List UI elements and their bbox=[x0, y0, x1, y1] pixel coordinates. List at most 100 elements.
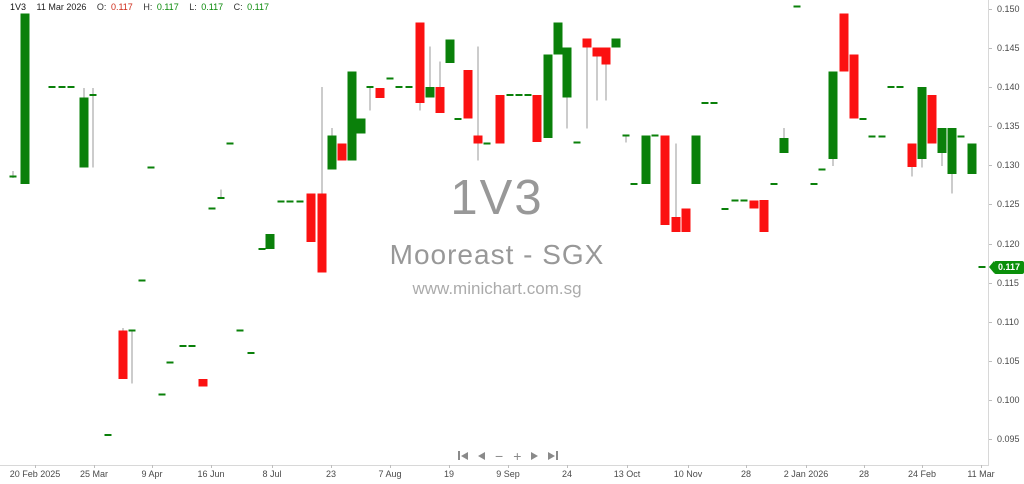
candle bbox=[927, 95, 937, 144]
y-axis-label: 0.120 bbox=[997, 238, 1020, 249]
x-axis-line bbox=[0, 465, 989, 466]
candle bbox=[917, 87, 927, 168]
y-axis-label: 0.135 bbox=[997, 121, 1020, 132]
symbol-label: 1V3 bbox=[10, 2, 27, 12]
candle bbox=[375, 88, 385, 99]
candle bbox=[147, 166, 155, 169]
candle bbox=[592, 47, 602, 101]
candle bbox=[532, 95, 542, 142]
plus-icon: + bbox=[513, 447, 522, 464]
candle bbox=[793, 5, 801, 8]
next-icon bbox=[531, 451, 539, 460]
candle bbox=[317, 87, 327, 273]
y-axis-label: 0.150 bbox=[997, 4, 1020, 14]
candle bbox=[495, 95, 505, 144]
candle bbox=[296, 200, 304, 203]
x-axis-label: 10 Nov bbox=[673, 469, 703, 479]
candle bbox=[859, 118, 867, 121]
x-axis-tick bbox=[35, 465, 36, 468]
candle bbox=[937, 127, 947, 167]
y-axis-label: 0.100 bbox=[997, 394, 1020, 405]
candle bbox=[79, 88, 89, 168]
x-axis-label: 13 Oct bbox=[613, 469, 641, 479]
x-axis-tick bbox=[688, 465, 689, 468]
next-button[interactable] bbox=[529, 448, 540, 463]
y-axis-tick bbox=[989, 243, 992, 245]
x-axis-tick bbox=[94, 465, 95, 468]
candle bbox=[651, 134, 659, 137]
open-label: O: bbox=[96, 2, 107, 12]
zoom-in-button[interactable]: + bbox=[511, 448, 523, 463]
candle bbox=[779, 127, 789, 153]
candle bbox=[562, 47, 572, 129]
skip-end-button[interactable] bbox=[546, 448, 560, 463]
candle bbox=[770, 183, 778, 186]
candle bbox=[839, 13, 849, 72]
candle bbox=[622, 134, 630, 143]
candle bbox=[828, 71, 838, 167]
skip-end-icon bbox=[556, 451, 559, 460]
prev-button[interactable] bbox=[476, 448, 487, 463]
candle bbox=[506, 94, 514, 96]
candle bbox=[611, 38, 621, 48]
high-value: 0.117 bbox=[156, 2, 179, 12]
candle bbox=[582, 38, 592, 129]
x-axis-label: 19 bbox=[443, 469, 454, 479]
candle bbox=[731, 199, 739, 202]
candle bbox=[641, 135, 651, 185]
candle bbox=[58, 86, 66, 89]
candle bbox=[48, 86, 56, 89]
candle bbox=[445, 39, 455, 63]
x-axis-tick bbox=[272, 465, 273, 468]
y-axis-tick bbox=[989, 439, 992, 440]
y-axis-label: 0.095 bbox=[997, 434, 1020, 444]
candle bbox=[179, 345, 187, 347]
candle bbox=[188, 345, 196, 347]
quote-date: 11 Mar 2026 bbox=[36, 2, 87, 12]
candle bbox=[265, 234, 275, 250]
y-axis-tick bbox=[989, 360, 992, 362]
y-axis-label: 0.145 bbox=[997, 43, 1020, 54]
candle bbox=[967, 143, 977, 174]
candle bbox=[366, 86, 374, 111]
y-axis-tick bbox=[989, 321, 992, 323]
candle bbox=[405, 86, 413, 89]
candle bbox=[217, 189, 225, 200]
candle bbox=[671, 143, 681, 232]
close-value: 0.117 bbox=[247, 2, 269, 12]
skip-start-button[interactable] bbox=[456, 448, 470, 463]
x-axis-tick bbox=[331, 465, 332, 468]
x-axis-label: 28 bbox=[740, 469, 751, 479]
candle bbox=[818, 168, 826, 171]
y-axis-line bbox=[988, 0, 989, 466]
candle bbox=[630, 183, 638, 186]
candle bbox=[701, 101, 709, 104]
candle bbox=[543, 54, 553, 138]
zoom-out-button[interactable]: − bbox=[493, 448, 505, 463]
candle bbox=[740, 199, 748, 202]
candle bbox=[9, 170, 17, 178]
candle bbox=[415, 22, 425, 111]
x-axis-tick bbox=[211, 465, 212, 468]
x-axis-label: 9 Apr bbox=[141, 469, 163, 479]
candle bbox=[601, 47, 611, 101]
candle bbox=[710, 101, 718, 104]
minus-icon: − bbox=[495, 447, 504, 464]
candle bbox=[435, 61, 445, 113]
y-axis-label: 0.125 bbox=[997, 199, 1020, 210]
candle bbox=[515, 94, 523, 96]
candle bbox=[553, 22, 563, 55]
x-axis-tick bbox=[567, 465, 568, 468]
low-label: L: bbox=[189, 2, 197, 12]
x-axis-label: 20 Feb 2025 bbox=[9, 469, 61, 479]
candle bbox=[258, 248, 266, 250]
candle bbox=[947, 127, 957, 194]
candle bbox=[286, 200, 294, 203]
candle bbox=[896, 86, 904, 89]
candle bbox=[878, 135, 886, 138]
candle bbox=[957, 135, 965, 138]
candle bbox=[208, 207, 216, 210]
y-axis-label: 0.115 bbox=[997, 277, 1019, 288]
x-axis-label: 24 Feb bbox=[907, 469, 937, 479]
